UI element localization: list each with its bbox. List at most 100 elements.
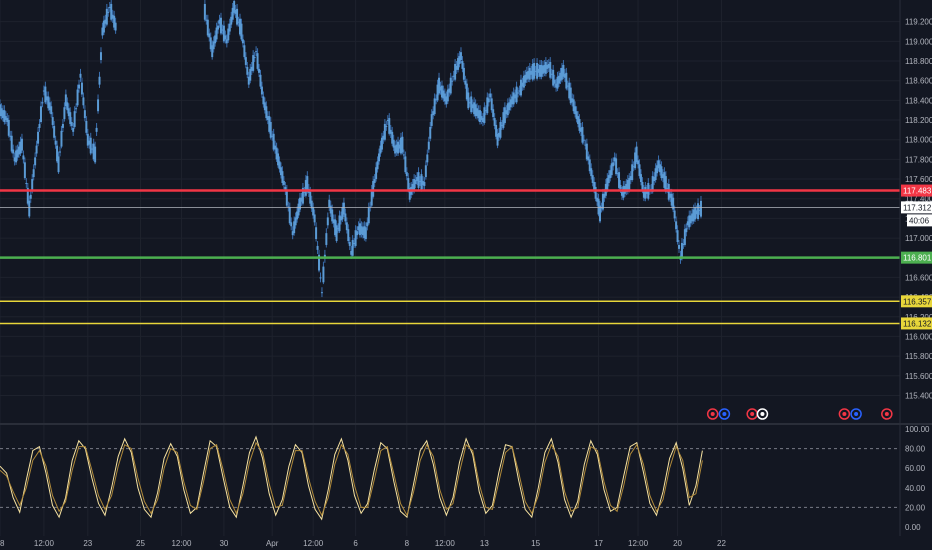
candle-body (575, 111, 578, 120)
candle-body (209, 37, 212, 50)
candle-body (612, 162, 615, 167)
candle-body (651, 176, 654, 192)
candle-body (634, 152, 637, 169)
candle-body (328, 199, 331, 208)
candle-body (657, 160, 660, 169)
candle-body (675, 221, 678, 230)
candle-body (430, 114, 433, 126)
candle-body (424, 165, 427, 178)
candle-body (421, 181, 424, 185)
price-tick-label: 117.000 (905, 234, 932, 243)
candle-body (568, 82, 571, 99)
candle-body (256, 53, 259, 69)
candle-body (98, 76, 101, 85)
candle-body (364, 227, 367, 240)
candle-body (224, 35, 227, 40)
candle-body (417, 172, 420, 188)
candle-body (370, 189, 373, 206)
event-markers[interactable] (706, 408, 893, 420)
countdown-box (907, 214, 932, 227)
candle-body (413, 179, 416, 191)
candle-body (600, 207, 603, 209)
candle-body (375, 167, 378, 180)
candle-body (669, 193, 672, 198)
candle-body (661, 174, 664, 179)
price-label-box (901, 184, 932, 197)
candle-body (208, 33, 211, 38)
candle-body (34, 157, 37, 166)
candle-body (334, 219, 337, 236)
candle-body (44, 86, 47, 103)
candle-body (322, 266, 325, 283)
time-tick-label: 13 (480, 539, 489, 548)
candle-body (12, 149, 15, 154)
candle-body (315, 227, 318, 240)
candle-body (367, 207, 370, 224)
candle-body (511, 96, 514, 105)
candle-body (581, 126, 584, 143)
candle-body (268, 116, 271, 132)
price-tick-label: 115.800 (905, 352, 932, 361)
candle-body (694, 207, 697, 220)
candle-body (606, 178, 609, 190)
candle-body (219, 17, 222, 34)
candle-body (341, 207, 344, 220)
time-tick-label: 17 (594, 539, 603, 548)
candle-body (435, 99, 438, 101)
candle-body (227, 28, 230, 41)
candle-body (445, 96, 448, 105)
candle-body (94, 146, 97, 163)
candle-body (514, 94, 517, 99)
candle-body (540, 64, 543, 77)
event-marker-dot (842, 412, 847, 416)
candle-body (659, 164, 661, 173)
candle-body (41, 102, 44, 104)
candle-body (47, 96, 50, 109)
oscillator-tick-label: 20.00 (905, 503, 926, 512)
candle-body (587, 156, 590, 161)
candle-body (411, 183, 414, 192)
candle-body (664, 176, 667, 192)
time-tick-label: 12:00 (34, 539, 55, 548)
candle-body (588, 159, 591, 172)
time-axis[interactable]: 18 12:00 23 25 12:00 30 Apr 12:00 6 8 12:00 13 15 17 1… (0, 539, 726, 548)
candle-body (527, 70, 530, 79)
price-tick-label: 119.000 (905, 37, 932, 46)
candle-body (678, 244, 681, 249)
candle-body (613, 157, 616, 162)
candle-body (601, 193, 604, 210)
candle-body (31, 179, 34, 191)
candle-body (104, 19, 107, 24)
event-marker-dot (854, 412, 859, 416)
candle-body (383, 123, 386, 140)
price-label-text: 117.312 (903, 203, 932, 212)
price-label-text: 116.357 (903, 297, 932, 306)
candle-body (619, 184, 622, 189)
candle-body (301, 187, 304, 204)
candle-body (628, 178, 631, 190)
candle-body (114, 22, 117, 31)
candle-body (590, 168, 593, 177)
candle-body (63, 107, 66, 120)
candle-body (500, 124, 503, 126)
candle-body (37, 131, 40, 144)
candle-body (255, 51, 258, 53)
oscillator-tick-label: 60.00 (905, 464, 926, 473)
oscillator-axis[interactable]: 0.00 20.00 40.00 60.00 80.00 100.00 (905, 425, 930, 532)
candle-body (508, 102, 511, 111)
price-label-text: 116.132 (903, 319, 932, 328)
candle-body (359, 223, 361, 236)
candle-body (376, 161, 379, 170)
candle-body (260, 86, 263, 95)
candle-body (239, 18, 241, 35)
price-label-text: 116.801 (903, 254, 932, 263)
candle-body (641, 182, 644, 190)
candle-body (673, 210, 676, 219)
candle-body (457, 58, 460, 70)
candle-body (584, 144, 587, 146)
candle-body (75, 108, 78, 110)
time-tick-label: 12:00 (435, 539, 456, 548)
candle-body (593, 182, 596, 190)
price-tick-label: 116.200 (905, 313, 932, 322)
